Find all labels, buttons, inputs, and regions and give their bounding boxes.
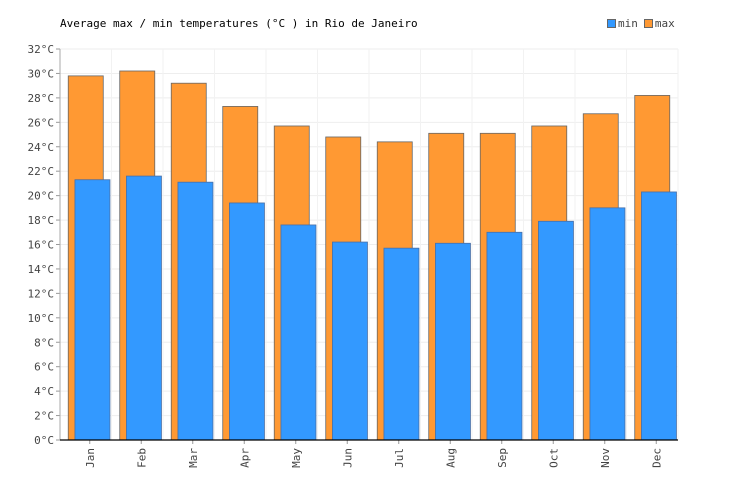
y-tick-label: 14°C [28, 263, 55, 276]
x-tick-label: Apr [238, 448, 251, 468]
legend-swatch-min [607, 19, 616, 28]
y-tick-label: 30°C [28, 67, 55, 80]
bar-min-sep [486, 231, 523, 441]
bar-min-jun [332, 241, 368, 441]
y-tick-label: 28°C [28, 92, 55, 105]
x-tick-label: Jun [341, 448, 354, 468]
y-tick-label: 4°C [34, 385, 54, 398]
bar-min-feb [126, 175, 162, 441]
x-tick-label: Sep [496, 448, 509, 468]
y-tick-label: 20°C [28, 190, 55, 203]
y-tick-label: 6°C [34, 361, 54, 374]
y-tick-label: 10°C [28, 312, 55, 325]
bar-min-may [280, 224, 317, 441]
y-tick-label: 32°C [28, 43, 55, 56]
y-tick-label: 24°C [28, 141, 55, 154]
bar-min-aug [435, 242, 471, 441]
legend-label-max: max [654, 17, 675, 30]
x-tick-label: Jan [84, 448, 97, 468]
y-tick-label: 0°C [34, 434, 54, 447]
y-tick-label: 12°C [28, 287, 55, 300]
legend-label-min: min [618, 17, 638, 30]
bar-min-apr [229, 202, 265, 441]
bar-min-dec [641, 191, 677, 441]
x-tick-label: Jul [393, 448, 406, 468]
y-tick-label: 2°C [34, 410, 54, 423]
y-tick-label: 8°C [34, 336, 54, 349]
x-tick-label: Aug [444, 448, 457, 468]
y-tick-label: 26°C [28, 116, 55, 129]
bar-min-nov [589, 207, 626, 441]
legend: min max [607, 17, 675, 30]
x-tick-label: Dec [650, 448, 663, 468]
legend-item-min: min [607, 17, 638, 30]
y-tick-label: 16°C [28, 239, 55, 252]
x-tick-label: Mar [187, 448, 200, 468]
x-tick-label: Oct [547, 448, 560, 468]
bar-min-mar [177, 181, 214, 441]
chart-title: Average max / min temperatures (°C ) in … [60, 17, 418, 30]
bar-min-oct [538, 220, 574, 441]
legend-swatch-max [643, 19, 653, 28]
legend-item-max: max [643, 17, 675, 30]
x-tick-label: Nov [599, 448, 612, 468]
bar-min-jul [383, 247, 420, 441]
bar-min-jan [74, 179, 111, 441]
x-tick-label: Feb [135, 448, 148, 468]
y-tick-label: 18°C [28, 214, 55, 227]
y-tick-label: 22°C [28, 165, 55, 178]
x-tick-label: May [290, 448, 303, 468]
